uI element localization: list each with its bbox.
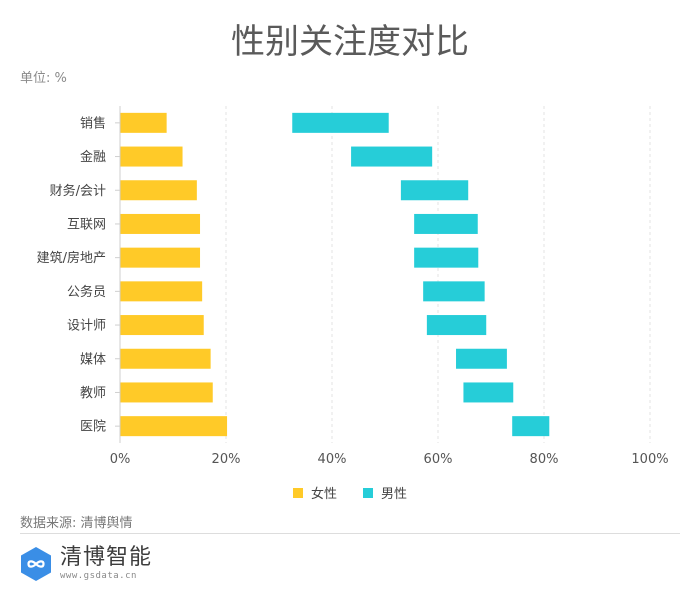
y-tick-label: 金融 bbox=[80, 149, 106, 165]
female-series bbox=[120, 112, 228, 437]
data-source: 数据来源: 清博舆情 bbox=[20, 516, 133, 531]
legend-swatch-male bbox=[363, 487, 373, 498]
legend-label-male: 男性 bbox=[381, 487, 408, 502]
bar-female[interactable] bbox=[120, 247, 201, 268]
bar-male[interactable] bbox=[463, 382, 514, 403]
legend-label-female: 女性 bbox=[310, 487, 337, 502]
bar-female[interactable] bbox=[120, 213, 201, 234]
y-tick-label: 公务员 bbox=[67, 284, 106, 300]
divider bbox=[20, 533, 680, 534]
bar-male[interactable] bbox=[292, 112, 389, 133]
bar-female[interactable] bbox=[120, 281, 203, 302]
y-tick-label: 媒体 bbox=[80, 352, 106, 367]
bar-male[interactable] bbox=[414, 247, 479, 268]
legend-swatch-female bbox=[292, 487, 303, 498]
bar-male[interactable] bbox=[512, 416, 550, 437]
logo: 清博智能 www.gsdata.cn bbox=[20, 543, 152, 585]
male-series bbox=[292, 112, 550, 437]
bar-female[interactable] bbox=[120, 348, 211, 369]
y-tick-label: 财务/会计 bbox=[50, 183, 106, 199]
grid-lines bbox=[225, 106, 651, 443]
y-tick-label: 设计师 bbox=[67, 319, 106, 334]
bar-male[interactable] bbox=[351, 146, 433, 167]
legend-item-female[interactable]: 女性 bbox=[292, 483, 337, 502]
bar-male[interactable] bbox=[414, 213, 478, 234]
bar-female[interactable] bbox=[120, 180, 197, 201]
y-tick-label: 互联网 bbox=[67, 217, 106, 232]
legend-item-male[interactable]: 男性 bbox=[363, 483, 407, 502]
x-tick-label: 60% bbox=[424, 452, 453, 467]
bar-male[interactable] bbox=[426, 315, 487, 336]
x-tick-label: 20% bbox=[212, 452, 241, 467]
chart-title: 性别关注度对比 bbox=[231, 22, 469, 62]
y-tick-label: 教师 bbox=[80, 385, 106, 401]
bar-female[interactable] bbox=[120, 416, 228, 437]
unit-label: 单位: % bbox=[20, 71, 67, 86]
infinity-hexagon-icon bbox=[21, 547, 51, 581]
x-axis-labels: 0% 20% 40% 60% 80% 100% bbox=[110, 452, 669, 467]
y-tick-label: 建筑/房地产 bbox=[37, 250, 106, 266]
x-tick-label: 80% bbox=[530, 452, 559, 467]
bar-female[interactable] bbox=[120, 112, 167, 133]
y-tick-label: 医院 bbox=[80, 420, 106, 435]
bar-female[interactable] bbox=[120, 382, 213, 403]
x-tick-label: 100% bbox=[631, 452, 668, 467]
x-tick-label: 0% bbox=[110, 452, 131, 467]
logo-name: 清博智能 bbox=[60, 545, 153, 570]
bar-male[interactable] bbox=[456, 348, 507, 369]
legend: 女性 男性 bbox=[0, 483, 700, 502]
y-tick-label: 销售 bbox=[80, 115, 106, 131]
bar-female[interactable] bbox=[120, 315, 204, 336]
bar-male[interactable] bbox=[400, 180, 469, 201]
x-tick-label: 40% bbox=[318, 452, 347, 467]
logo-url: www.gsdata.cn bbox=[60, 571, 137, 581]
bar-male[interactable] bbox=[423, 281, 485, 302]
bar-female[interactable] bbox=[120, 146, 183, 167]
